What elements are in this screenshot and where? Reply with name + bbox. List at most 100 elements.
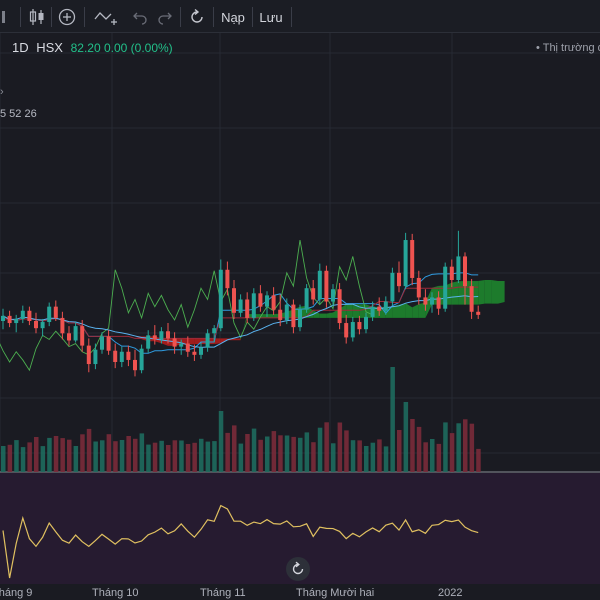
symbol-header[interactable]: 1D HSX 82.20 0.00 (0.00%) <box>12 40 177 55</box>
volume-bar <box>245 434 250 472</box>
candlesticks <box>1 230 481 377</box>
time-label: Tháng 11 <box>200 587 246 599</box>
volume-bar <box>403 402 409 472</box>
volume-bar <box>225 432 230 472</box>
candle-body <box>34 321 38 329</box>
candle-body <box>265 295 269 307</box>
candle-body <box>370 306 375 317</box>
candle-body <box>357 322 362 330</box>
cloud-segment <box>392 304 399 318</box>
volume-bar <box>232 425 237 472</box>
rsi-line <box>2 504 479 579</box>
volume-bar <box>443 422 448 472</box>
candle-body <box>350 322 355 338</box>
candle-body <box>383 301 388 311</box>
candle-body <box>179 343 184 347</box>
candle-body <box>146 335 151 349</box>
volume-bar <box>192 442 197 472</box>
chart-canvas[interactable] <box>0 33 600 584</box>
time-label: Tháng 9 <box>0 587 33 599</box>
candle-body <box>218 269 223 329</box>
volume-bar <box>476 448 481 472</box>
candle-body <box>47 306 52 323</box>
candle-body <box>291 304 296 328</box>
candle-body <box>476 311 481 315</box>
time-axis[interactable]: Tháng 9 Tháng 10 Tháng 11 Tháng Mười hai… <box>0 584 600 600</box>
candle-body <box>212 328 217 334</box>
candles-icon[interactable] <box>26 6 48 28</box>
price-change-readout: 82.20 0.00 (0.00%) <box>70 41 173 55</box>
save-button[interactable]: Lưu <box>259 9 283 25</box>
candle-body <box>100 336 104 350</box>
toolbar-divider <box>291 7 292 27</box>
cloud-segment <box>346 304 353 318</box>
candle-body <box>14 318 19 324</box>
menu-stub-icon[interactable] <box>2 6 16 28</box>
volume-bar <box>298 437 303 472</box>
volume-bar <box>304 432 310 472</box>
volume-bar <box>238 443 244 472</box>
candle-body <box>67 333 71 341</box>
replay-button[interactable]: Nạp <box>221 9 245 25</box>
volume-bar <box>278 435 283 472</box>
volume-bar <box>126 436 131 472</box>
volume-bar <box>113 441 118 472</box>
candle-body <box>337 289 342 324</box>
candle-body <box>416 277 421 298</box>
candle-body <box>133 359 137 371</box>
volume-bar <box>1 446 6 472</box>
volume-bar <box>284 435 290 472</box>
candle-body <box>192 351 197 355</box>
redo-icon[interactable] <box>156 6 174 28</box>
candle-body <box>245 299 250 318</box>
collapse-arrow-icon[interactable]: › <box>0 86 4 98</box>
volume-bars <box>1 367 481 472</box>
cloud-segment <box>75 318 83 320</box>
line-tool-icon[interactable] <box>92 6 120 28</box>
cloud-segment <box>399 303 406 318</box>
volume-bar <box>40 446 46 472</box>
volume-bar <box>430 439 435 472</box>
toolbar-divider <box>84 7 85 27</box>
cloud-segment <box>313 310 320 318</box>
candle-body <box>159 331 164 340</box>
volume-bar <box>139 433 145 472</box>
volume-bar <box>377 439 382 472</box>
volume-bar <box>133 438 138 472</box>
volume-bar <box>159 440 164 472</box>
volume-bar <box>337 422 343 472</box>
cloud-segment <box>234 338 241 341</box>
candle-body <box>443 266 448 309</box>
toolbar-divider <box>252 7 253 27</box>
candle-body <box>172 338 177 347</box>
exchange-label: HSX <box>36 40 63 55</box>
volume-bar <box>324 422 329 472</box>
candle-body <box>86 345 91 365</box>
volume-bar <box>53 436 59 472</box>
rsi-pane <box>2 504 479 579</box>
volume-bar <box>364 446 369 472</box>
market-status[interactable]: • Thị trường đ <box>536 42 600 54</box>
candle-body <box>449 266 454 280</box>
candle-body <box>225 269 230 289</box>
candle-body <box>317 270 322 300</box>
reset-chart-button[interactable] <box>286 557 310 581</box>
add-circle-icon[interactable] <box>56 6 78 28</box>
cloud-segment <box>425 287 432 318</box>
time-label: Tháng Mười hai <box>296 587 375 599</box>
candle-body <box>304 288 309 310</box>
refresh-icon[interactable] <box>187 6 207 28</box>
undo-icon[interactable] <box>131 6 149 28</box>
volume-bar <box>410 419 415 472</box>
volume-bar <box>199 438 204 472</box>
candle-body <box>377 306 382 311</box>
volume-bar <box>172 440 178 472</box>
volume-bar <box>390 367 395 472</box>
candle-body <box>139 348 144 371</box>
candle-body <box>185 343 190 352</box>
cloud-segment <box>412 304 419 318</box>
candle-body <box>60 317 65 334</box>
candle-body <box>331 289 335 302</box>
candle-body <box>152 335 157 340</box>
timeframe-label[interactable]: 1D <box>12 40 29 55</box>
